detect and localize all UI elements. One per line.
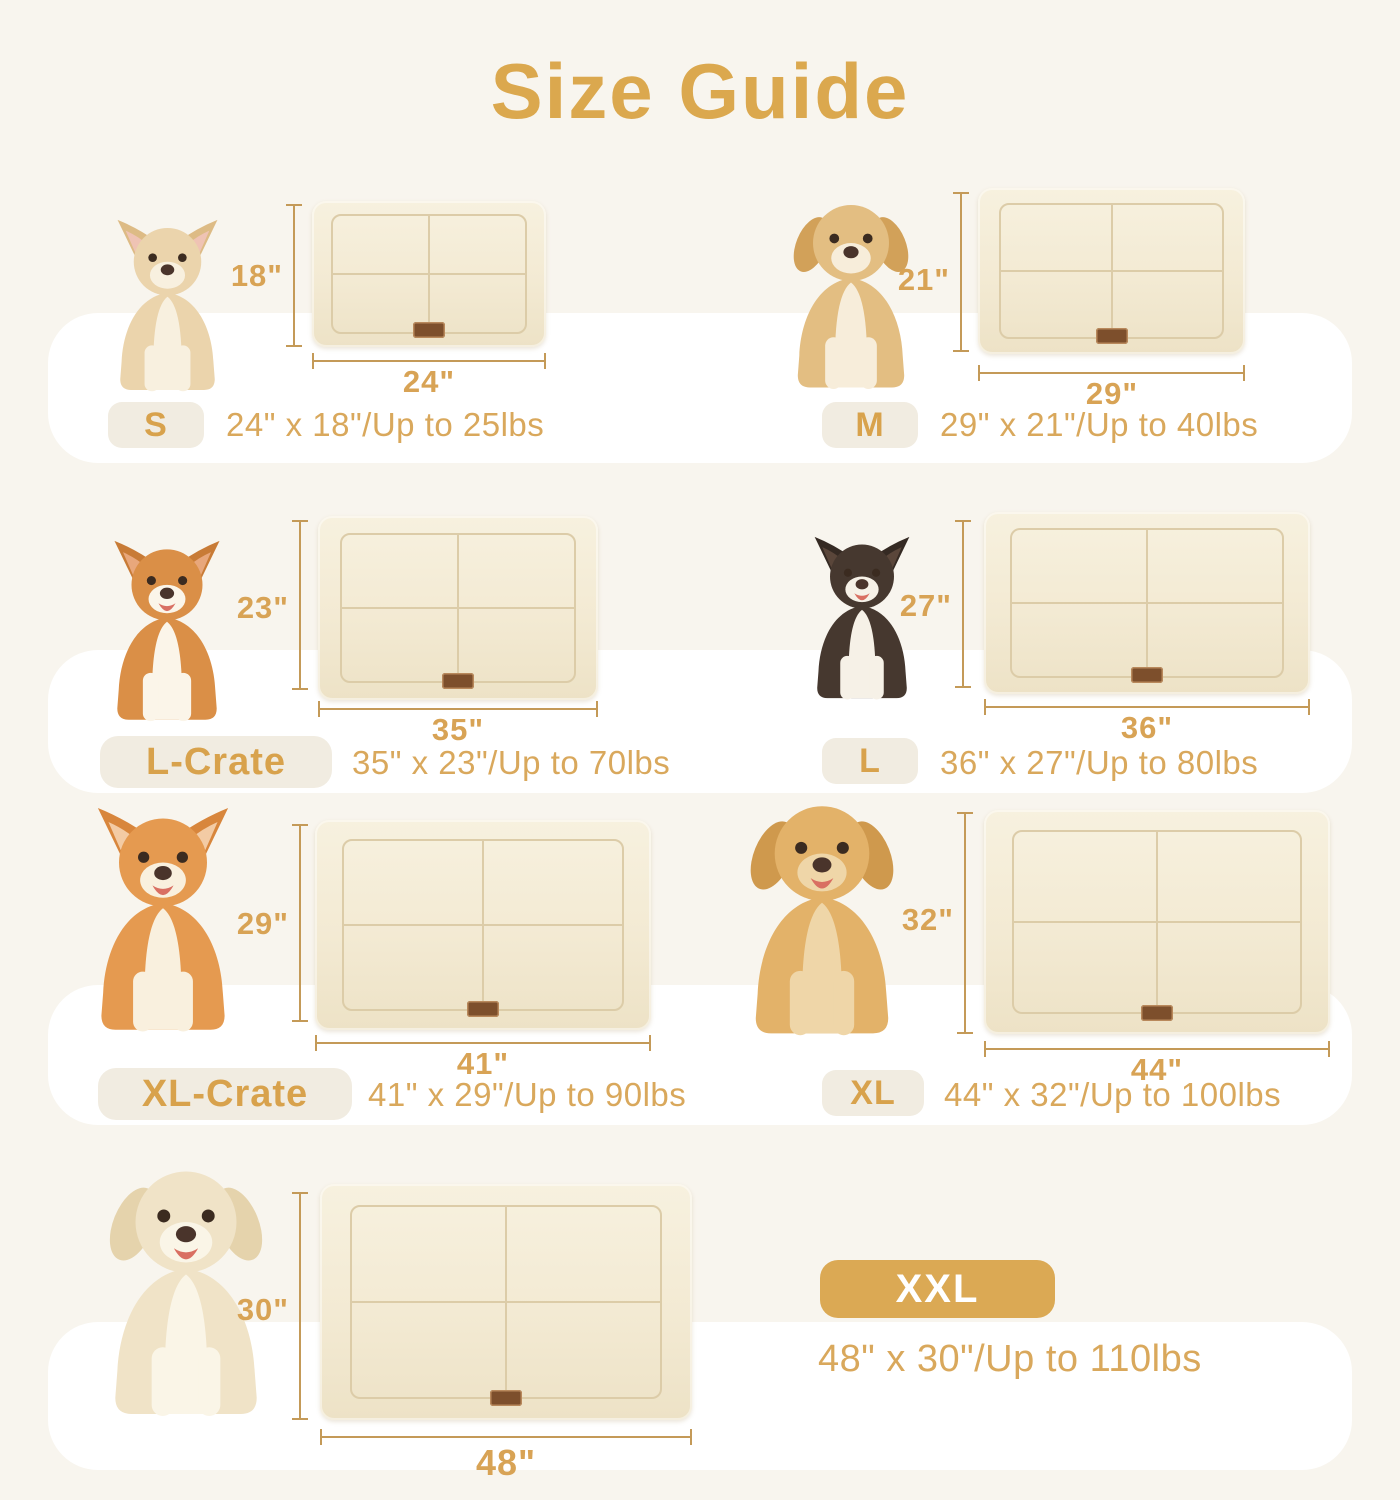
size-spec-text: 41" x 29"/Up to 90lbs <box>368 1076 687 1113</box>
dimension-line-horizontal <box>978 365 1245 381</box>
mat-height-label: 30" <box>236 1292 289 1327</box>
mat-width-label: 41" <box>456 1046 510 1081</box>
mat-quilt-pattern <box>1011 830 1303 1014</box>
dimension-line-horizontal <box>315 1035 651 1051</box>
brand-tag <box>413 322 445 339</box>
dimension-line-horizontal <box>318 701 598 717</box>
size-badge-s: S <box>108 402 204 448</box>
mat-width-label: 24" <box>402 364 456 399</box>
dimension-line-vertical <box>953 192 969 352</box>
crate-mat-image <box>318 516 598 700</box>
mat-width-label: 29" <box>1085 376 1139 411</box>
brand-tag <box>490 1389 522 1406</box>
mat-quilt-pattern <box>349 1205 663 1399</box>
mat-width-label: 35" <box>431 712 485 747</box>
dimension-line-horizontal <box>984 699 1310 715</box>
size-badge-m: M <box>822 402 918 448</box>
dog-photo-corgi <box>96 492 238 724</box>
mat-width-label: 36" <box>1120 710 1174 745</box>
brand-tag <box>467 1001 499 1018</box>
dimension-line-horizontal <box>984 1041 1330 1057</box>
size-spec-text: 24" x 18"/Up to 25lbs <box>226 406 545 443</box>
mat-height-label: 32" <box>901 902 954 937</box>
dimension-line-vertical <box>292 520 308 690</box>
mat-height-label: 27" <box>899 588 952 623</box>
dimension-line-vertical <box>292 824 308 1022</box>
size-badge-xxl: XXL <box>820 1260 1055 1318</box>
size-spec-text: 44" x 32"/Up to 100lbs <box>944 1076 1282 1113</box>
size-spec-text: 35" x 23"/Up to 70lbs <box>352 744 671 781</box>
dimension-line-horizontal <box>320 1429 692 1445</box>
size-badge-l-crate: L-Crate <box>100 736 332 788</box>
dog-photo-golden-retriever <box>706 793 938 1039</box>
mat-width-label: 48" <box>475 1442 537 1483</box>
dog-photo-labrador <box>85 1150 287 1420</box>
mat-width-label: 44" <box>1130 1052 1184 1087</box>
dimension-line-vertical <box>955 520 971 688</box>
size-badge-l: L <box>822 738 918 784</box>
mat-quilt-pattern <box>999 202 1224 340</box>
dog-photo-shiba-inu <box>75 795 251 1035</box>
brand-tag <box>1095 328 1128 345</box>
dog-photo-puppy <box>775 170 927 392</box>
brand-tag <box>442 672 474 689</box>
brand-tag <box>1131 667 1163 684</box>
mat-height-label: 18" <box>230 258 283 293</box>
crate-mat-image <box>315 820 651 1030</box>
mat-quilt-pattern <box>330 214 528 334</box>
mat-quilt-pattern <box>341 838 625 1012</box>
dimension-line-vertical <box>957 812 973 1034</box>
size-spec-text: 48" x 30"/Up to 110lbs <box>818 1338 1202 1380</box>
mat-quilt-pattern <box>340 532 576 684</box>
crate-mat-image <box>320 1184 692 1420</box>
dog-photo-border-collie <box>798 502 926 702</box>
crate-mat-image <box>312 201 546 347</box>
row-highlight-band <box>48 1322 1352 1470</box>
dimension-line-vertical <box>286 204 302 347</box>
dimension-line-horizontal <box>312 353 546 369</box>
size-spec-text: 29" x 21"/Up to 40lbs <box>940 406 1259 443</box>
size-spec-text: 36" x 27"/Up to 80lbs <box>940 744 1259 781</box>
crate-mat-image <box>984 512 1310 694</box>
size-guide-title: Size Guide <box>490 47 910 135</box>
crate-mat-image <box>984 810 1330 1034</box>
crate-mat-image <box>978 188 1245 354</box>
mat-height-label: 21" <box>897 262 950 297</box>
size-badge-xl-crate: XL-Crate <box>98 1068 352 1120</box>
size-badge-xl: XL <box>822 1070 924 1116</box>
mat-height-label: 23" <box>236 590 289 625</box>
mat-height-label: 29" <box>236 906 289 941</box>
mat-quilt-pattern <box>1010 528 1284 678</box>
dimension-line-vertical <box>292 1192 308 1420</box>
dog-photo-chihuahua <box>100 196 235 394</box>
brand-tag <box>1141 1004 1173 1021</box>
